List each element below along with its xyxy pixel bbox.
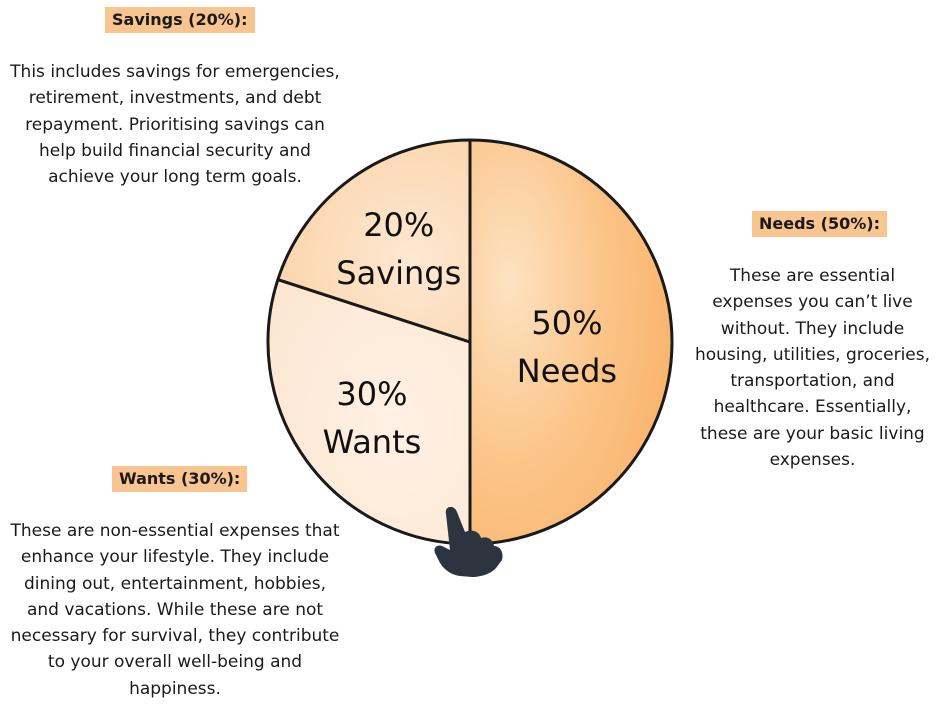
description-line: expenses you can’t live — [712, 292, 913, 313]
hand-pointer-icon — [434, 506, 503, 577]
description-line: enhance your lifestyle. They include — [20, 547, 330, 568]
description-line: retirement, investments, and debt — [28, 88, 322, 109]
description-line: happiness. — [129, 678, 221, 699]
description-line: healthcare. Essentially, — [713, 397, 912, 418]
savings-heading: Savings (20%): — [105, 7, 255, 33]
description-line: achieve your long term goals. — [48, 167, 302, 188]
description-line: These are essential — [729, 266, 896, 286]
description-line: help build financial security and — [39, 140, 311, 161]
slice-name-label: Needs — [517, 352, 617, 390]
description-line: This includes savings for emergencies, — [10, 62, 340, 82]
description-line: These are non-essential expenses that — [10, 521, 340, 541]
description-line: and vacations. While these are not — [26, 599, 324, 620]
description-line: dining out, entertainment, hobbies, — [23, 573, 327, 594]
slice-name-label: Wants — [323, 423, 422, 461]
slice-percent-label: 20% — [363, 206, 434, 244]
description-line: without. They include — [720, 318, 905, 339]
wants-heading: Wants (30%): — [112, 466, 248, 492]
description-line: necessary for survival, they contribute — [10, 626, 340, 647]
slice-name-label: Savings — [336, 254, 461, 292]
slice-percent-label: 50% — [531, 304, 602, 342]
pie-slice-needs — [468, 138, 674, 546]
description-line: transportation, and — [730, 371, 895, 392]
description-line: repayment. Prioritising savings can — [25, 114, 325, 135]
description-line: expenses. — [769, 450, 856, 471]
wants-description: These are non-essential expenses that enh… — [5, 518, 345, 702]
savings-description: This includes savings for emergencies, re… — [5, 59, 345, 190]
needs-description: These are essential expenses you can’t li… — [690, 263, 935, 473]
slice-percent-label: 30% — [336, 375, 407, 413]
pie-slice-wants — [266, 278, 472, 546]
pie-slice-savings — [276, 138, 472, 344]
description-line: to your overall well-being and — [47, 652, 303, 673]
description-line: these are your basic living — [700, 423, 925, 444]
needs-heading: Needs (50%): — [752, 211, 887, 237]
description-line: housing, utilities, groceries, — [694, 344, 931, 365]
